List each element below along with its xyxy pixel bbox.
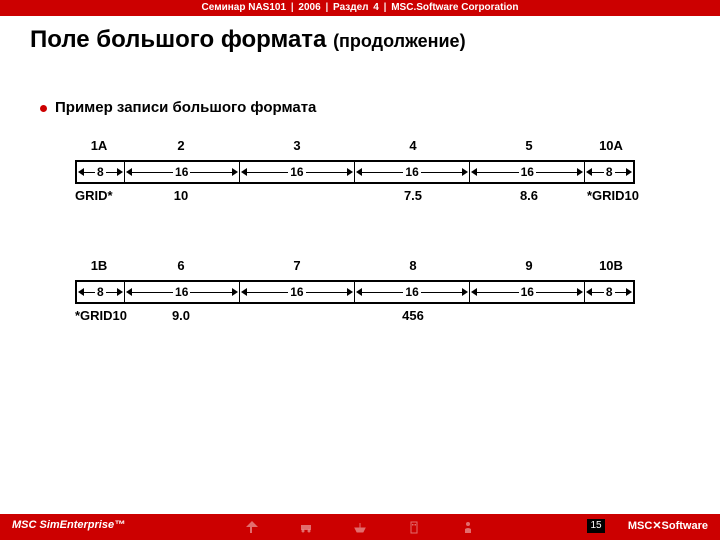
- value-label: 9.0: [123, 308, 239, 323]
- width-value: 16: [403, 165, 420, 179]
- field-cell: 16: [125, 282, 240, 302]
- building-icon: [407, 520, 421, 534]
- bullet-dot-icon: [40, 105, 47, 112]
- bullet-item: Пример записи большого формата: [40, 99, 720, 116]
- width-value: 16: [173, 285, 190, 299]
- diagram-a-top-labels: 1A 2 3 4 5 10A: [75, 138, 635, 153]
- col-label: 10B: [587, 258, 635, 273]
- col-label: 3: [239, 138, 355, 153]
- col-label: 9: [471, 258, 587, 273]
- header-section-num: 4: [373, 2, 379, 13]
- car-icon: [299, 520, 313, 534]
- col-label: 6: [123, 258, 239, 273]
- person-icon: [461, 520, 475, 534]
- col-label: 7: [239, 258, 355, 273]
- value-label: [587, 308, 635, 323]
- value-label: *GRID10: [75, 308, 123, 323]
- col-label: 1A: [75, 138, 123, 153]
- title-continuation: (продолжение): [333, 31, 466, 51]
- value-label: *GRID10: [587, 188, 635, 203]
- diagram-b-top-labels: 1B 6 7 8 9 10B: [75, 258, 635, 273]
- width-value: 16: [519, 165, 536, 179]
- header-year: 2006: [298, 2, 320, 13]
- width-value: 8: [604, 165, 615, 179]
- header-seminar: Семинар NAS101: [202, 2, 286, 13]
- width-value: 8: [95, 165, 106, 179]
- col-label: 8: [355, 258, 471, 273]
- separator: |: [384, 2, 387, 13]
- page-title: Поле большого формата (продолжение): [0, 16, 720, 54]
- value-label: 456: [355, 308, 471, 323]
- header-bar: Семинар NAS101 | 2006 | Раздел 4 | MSC.S…: [0, 0, 720, 16]
- field-cell: 8: [585, 282, 633, 302]
- diagram-a-field-box: 8 16 16 16 16 8: [75, 160, 635, 184]
- value-label: 7.5: [355, 188, 471, 203]
- diagram-a: 1A 2 3 4 5 10A 8 16 16 16 16 8 GRID* 10 …: [75, 136, 655, 226]
- bullet-text: Пример записи большого формата: [55, 99, 316, 116]
- width-value: 16: [288, 165, 305, 179]
- width-value: 8: [95, 285, 106, 299]
- field-cell: 8: [77, 282, 125, 302]
- width-value: 16: [403, 285, 420, 299]
- field-cell: 16: [355, 162, 470, 182]
- airplane-icon: [245, 520, 259, 534]
- separator: |: [325, 2, 328, 13]
- header-company: MSC.Software Corporation: [391, 2, 518, 13]
- value-label: [239, 308, 355, 323]
- width-value: 16: [288, 285, 305, 299]
- diagram-a-bottom-labels: GRID* 10 7.5 8.6 *GRID10: [75, 188, 635, 203]
- ship-icon: [353, 520, 367, 534]
- footer-icons: [245, 520, 475, 534]
- diagram-b-field-box: 8 16 16 16 16 8: [75, 280, 635, 304]
- width-value: 16: [519, 285, 536, 299]
- field-cell: 16: [240, 162, 355, 182]
- value-label: 8.6: [471, 188, 587, 203]
- field-cell: 8: [585, 162, 633, 182]
- col-label: 1B: [75, 258, 123, 273]
- field-cell: 16: [240, 282, 355, 302]
- diagram-b: 1B 6 7 8 9 10B 8 16 16 16 16 8 *GRID10 9…: [75, 256, 655, 346]
- field-cell: 16: [470, 162, 585, 182]
- header-section-label: Раздел: [333, 2, 368, 13]
- field-cell: 16: [470, 282, 585, 302]
- col-label: 5: [471, 138, 587, 153]
- page-number: 15: [587, 519, 605, 533]
- value-label: GRID*: [75, 188, 123, 203]
- value-label: [239, 188, 355, 203]
- brand-b: Software: [662, 520, 708, 532]
- brand-x-icon: ✕: [652, 520, 661, 532]
- footer-brand-left: MSC SimEnterprise™: [12, 519, 125, 531]
- footer-bar: MSC SimEnterprise™ 15 MSC✕Software: [0, 514, 720, 540]
- diagram-b-bottom-labels: *GRID10 9.0 456: [75, 308, 635, 323]
- separator: |: [291, 2, 294, 13]
- footer-brand-right: MSC✕Software: [628, 519, 708, 532]
- field-cell: 8: [77, 162, 125, 182]
- value-label: 10: [123, 188, 239, 203]
- field-cell: 16: [355, 282, 470, 302]
- col-label: 2: [123, 138, 239, 153]
- col-label: 4: [355, 138, 471, 153]
- value-label: [471, 308, 587, 323]
- width-value: 8: [604, 285, 615, 299]
- width-value: 16: [173, 165, 190, 179]
- brand-a: MSC: [628, 520, 652, 532]
- field-cell: 16: [125, 162, 240, 182]
- col-label: 10A: [587, 138, 635, 153]
- title-main: Поле большого формата: [30, 26, 326, 53]
